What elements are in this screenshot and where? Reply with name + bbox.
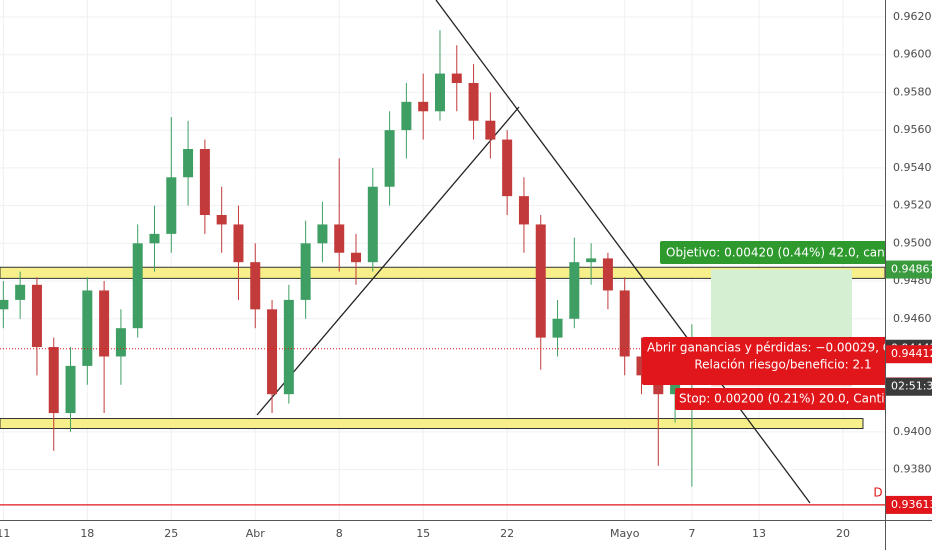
candle-body bbox=[384, 130, 395, 187]
candle-body bbox=[48, 347, 59, 414]
price-label: 0.93613 bbox=[891, 498, 932, 511]
x-tick-label: Mayo bbox=[610, 527, 640, 540]
candle-body bbox=[535, 224, 546, 338]
price-label-bg bbox=[886, 345, 932, 364]
candle-body bbox=[183, 149, 194, 178]
candle-body bbox=[367, 186, 378, 263]
candle-body bbox=[233, 224, 244, 263]
x-tick-label: 7 bbox=[688, 527, 695, 540]
x-tick-label: 22 bbox=[500, 527, 514, 540]
stop-box bbox=[675, 388, 885, 410]
target-area bbox=[711, 269, 852, 349]
candle-body bbox=[82, 290, 93, 366]
candle-body bbox=[99, 290, 110, 357]
x-tick-label: 13 bbox=[752, 527, 766, 540]
y-tick-label: 0.93800 bbox=[893, 463, 932, 476]
candle-body bbox=[0, 299, 9, 310]
target-box bbox=[660, 241, 885, 264]
candle-body bbox=[451, 73, 462, 83]
price-label: 0.94412 bbox=[891, 347, 932, 360]
candle-body bbox=[15, 284, 26, 300]
price-label-bg bbox=[886, 260, 932, 279]
zone bbox=[0, 266, 885, 279]
x-tick-label: 20 bbox=[836, 527, 850, 540]
stop-box-text: Stop: 0.00200 (0.21%) 20.0, Cantidad: 75 bbox=[679, 392, 930, 406]
candle-body bbox=[485, 120, 496, 140]
trend-line bbox=[435, 0, 811, 504]
time-axis bbox=[0, 520, 932, 550]
candle-body bbox=[502, 139, 513, 197]
candle-body bbox=[216, 215, 227, 225]
x-tick-label: 25 bbox=[164, 527, 178, 540]
target-box-text: Objetivo: 0.00420 (0.44%) 42.0, cantidad… bbox=[666, 246, 931, 260]
candle-body bbox=[401, 101, 412, 131]
candle-body bbox=[334, 224, 345, 253]
trend-line bbox=[256, 106, 520, 416]
candle-body bbox=[619, 290, 630, 357]
candle-body bbox=[267, 309, 278, 395]
candle-body bbox=[250, 262, 261, 310]
candle-body bbox=[166, 177, 177, 234]
x-tick-label: 18 bbox=[80, 527, 94, 540]
line-label: D bbox=[873, 486, 882, 500]
countdown-bg bbox=[886, 377, 932, 396]
candle-body bbox=[418, 101, 429, 112]
candle-body bbox=[636, 356, 647, 376]
zone bbox=[0, 418, 864, 430]
x-tick-label: 8 bbox=[336, 527, 343, 540]
pnl-box bbox=[642, 337, 885, 385]
pnl-box-text: Relación riesgo/beneficio: 2.1 bbox=[694, 358, 871, 372]
candle-body bbox=[283, 299, 294, 395]
x-tick-label: Abr bbox=[246, 527, 266, 540]
candle-body bbox=[518, 196, 529, 225]
x-tick-label: 15 bbox=[416, 527, 430, 540]
candle-body bbox=[300, 243, 311, 300]
candle-body bbox=[351, 252, 362, 263]
candle-body bbox=[552, 318, 563, 338]
candle-body bbox=[199, 149, 210, 216]
candle-body bbox=[65, 365, 76, 414]
candle-body bbox=[149, 233, 160, 244]
price-label-bg bbox=[886, 495, 932, 514]
countdown: 02:51:37 bbox=[891, 380, 932, 393]
candle-body bbox=[468, 82, 479, 121]
candle-body bbox=[317, 224, 328, 244]
candle-body bbox=[586, 258, 597, 263]
pnl-box-text: Abrir ganancias y pérdidas: −0.00029, Ca… bbox=[647, 341, 932, 355]
candle-body bbox=[602, 258, 613, 291]
candle-body bbox=[434, 73, 445, 112]
candle-body bbox=[115, 328, 126, 357]
price-label: 0.94861 bbox=[891, 263, 932, 276]
candle-body bbox=[31, 284, 42, 348]
candle-body bbox=[132, 243, 143, 329]
x-tick-label: 11 bbox=[0, 527, 10, 540]
candle-body bbox=[569, 262, 580, 319]
